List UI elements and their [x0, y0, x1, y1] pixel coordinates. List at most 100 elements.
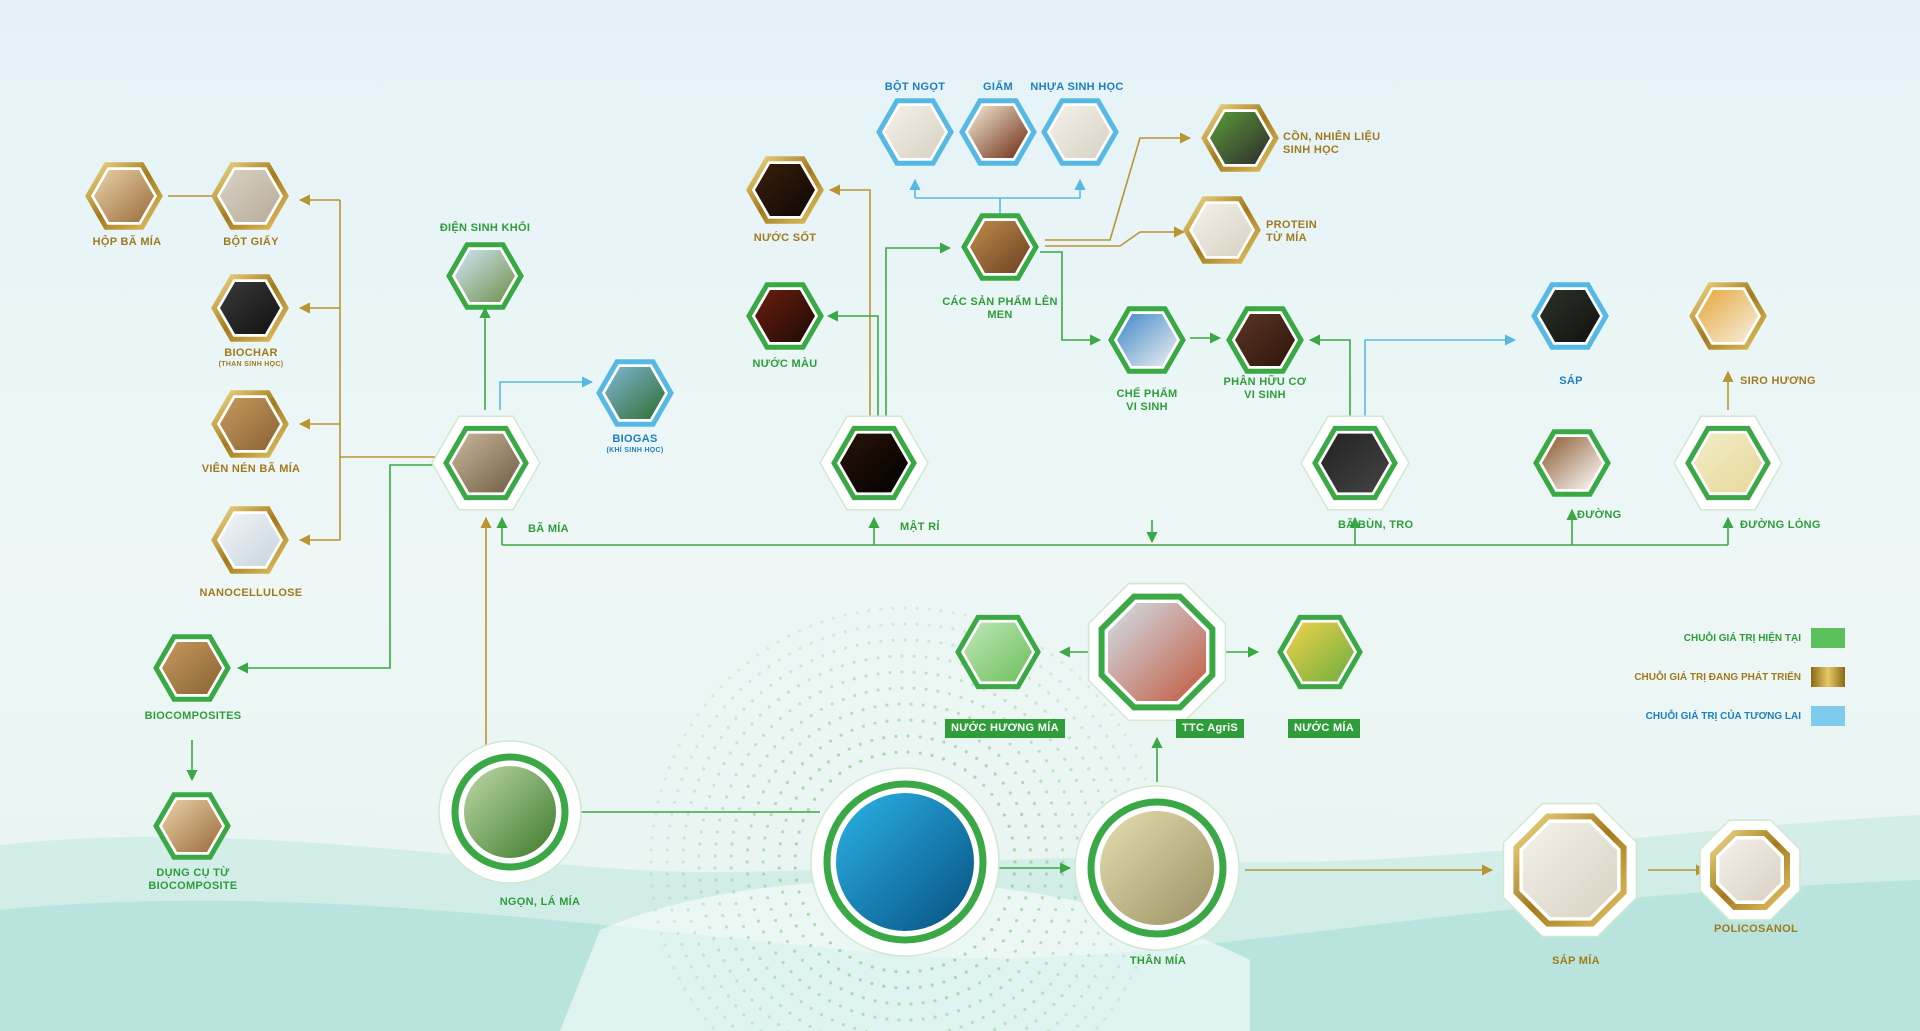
bottle-icon — [755, 290, 815, 342]
node-nanocellulose — [211, 506, 289, 574]
node-dien-sinh-khoi — [446, 242, 524, 310]
charcoal-icon — [220, 282, 280, 334]
connector — [828, 184, 871, 420]
legend-item-developing: CHUỖI GIÁ TRỊ ĐANG PHÁT TRIỂN — [1634, 667, 1845, 687]
node-sap — [1531, 282, 1609, 350]
node-ba-bun — [1300, 415, 1410, 511]
bagasse-icon — [452, 433, 520, 493]
label-phan-huu-co: PHÂN HỮU CƠ VI SINH — [1223, 376, 1307, 401]
node-bot-ngot — [876, 98, 954, 166]
label-con: CỒN, NHIÊN LIỆU SINH HỌC — [1283, 131, 1381, 156]
node-che-pham — [1108, 306, 1186, 374]
node-biogas — [596, 359, 674, 427]
legend-label-current: CHUỖI GIÁ TRỊ HIỆN TẠI — [1683, 632, 1801, 644]
label-duong: ĐƯỜNG — [1577, 509, 1622, 521]
crystal-icon — [220, 514, 280, 566]
node-nuoc-huong-mia — [955, 614, 1041, 690]
node-siro — [1689, 282, 1767, 350]
label-ttc: TTC AgriS — [1176, 719, 1245, 738]
node-protein — [1183, 196, 1261, 264]
connector — [826, 310, 879, 420]
label-dung-cu: DỤNG CỤ TỪ BIOCOMPOSITE — [148, 867, 238, 892]
connector — [885, 242, 952, 420]
node-phan-huu-co — [1226, 306, 1304, 374]
label-ngon-la: NGỌN, LÁ MÍA — [499, 896, 581, 908]
node-duong — [1533, 429, 1611, 497]
label-nuoc-huong-mia: NƯỚC HƯƠNG MÍA — [945, 719, 1065, 738]
label-nuoc-mau: NƯỚC MÀU — [752, 358, 818, 370]
legend-item-current: CHUỖI GIÁ TRỊ HIỆN TẠI — [1684, 628, 1845, 648]
node-biocomposites — [153, 634, 231, 702]
label-vien-nen: VIÊN NÉN BÃ MÍA — [201, 463, 301, 475]
pulp-icon — [220, 170, 280, 222]
node-dung-cu — [153, 792, 231, 860]
wax-icon — [1540, 290, 1600, 342]
label-bot-ngot: BỘT NGỌT — [884, 81, 946, 93]
node-duong-long — [1673, 415, 1783, 511]
biogas-tank-icon — [605, 367, 665, 419]
legend-label-future: CHUỖI GIÁ TRỊ CỦA TƯƠNG LAI — [1645, 710, 1801, 722]
powder-icon — [1050, 106, 1110, 158]
connector — [1045, 132, 1192, 241]
legend-label-developing: CHUỖI GIÁ TRỊ ĐANG PHÁT TRIỂN — [1634, 671, 1801, 683]
label-hop-ba-mia: HỘP BÃ MÍA — [92, 236, 162, 248]
label-biocomposites: BIOCOMPOSITES — [144, 710, 242, 722]
node-giam — [959, 98, 1037, 166]
soil-icon — [1235, 314, 1295, 366]
connector — [1364, 334, 1517, 420]
node-biochar — [211, 274, 289, 342]
powder-icon — [1719, 839, 1781, 901]
label-ba-bun: BÃ BÙN, TRO — [1338, 519, 1414, 531]
connector — [1308, 334, 1351, 420]
fermented-icon — [970, 221, 1030, 273]
label-siro: SIRO HƯƠNG — [1740, 375, 1816, 387]
syrup-jar-icon — [1698, 290, 1758, 342]
label-protein: PROTEIN TỪ MÍA — [1266, 219, 1317, 244]
legend-swatch-future — [1811, 706, 1845, 726]
dotted-halo — [649, 606, 1161, 1031]
power-tower-icon — [455, 250, 515, 302]
label-than-mia: THÂN MÍA — [1129, 955, 1187, 967]
cane-stalk-icon — [1100, 811, 1214, 925]
label-nanocellulose: NANOCELLULOSE — [199, 587, 303, 599]
node-len-men — [961, 213, 1039, 281]
node-nhua-sinh-hoc — [1041, 98, 1119, 166]
label-ba-mia: BÃ MÍA — [528, 523, 569, 535]
legend-swatch-developing — [1811, 667, 1845, 687]
cups-icon — [162, 800, 222, 852]
label-duong-long: ĐƯỜNG LỎNG — [1740, 519, 1821, 531]
node-ttc — [1087, 582, 1227, 722]
sugar-icon — [1542, 437, 1602, 489]
label-dien-sinh-khoi: ĐIỆN SINH KHỐI — [439, 222, 531, 234]
node-vien-nen — [211, 390, 289, 458]
label-policosanol: POLICOSANOL — [1714, 923, 1798, 935]
label-mat-ri: MẬT RỈ — [900, 521, 940, 533]
vinegar-bottles-icon — [968, 106, 1028, 158]
node-nuoc-sot — [746, 156, 824, 224]
node-nuoc-mia — [1277, 614, 1363, 690]
label-sap: SÁP — [1559, 375, 1583, 387]
wave-front — [0, 880, 1920, 1031]
cane-leaves-icon — [464, 766, 556, 858]
factory-icon — [1108, 603, 1206, 701]
sauce-bowl-icon — [755, 164, 815, 216]
connector — [1040, 251, 1102, 346]
node-mat-ri — [819, 415, 929, 511]
label-nuoc-sot: NƯỚC SỐT — [753, 232, 817, 244]
drink-bottles-icon — [964, 622, 1032, 682]
node-nuoc-mau — [746, 282, 824, 350]
label-len-men: CÁC SẢN PHẨM LÊN MEN — [942, 296, 1058, 321]
label-biogas: BIOGAS (KHÍ SINH HỌC) — [606, 433, 664, 454]
connector — [499, 376, 594, 410]
node-cane-plant — [810, 767, 1000, 957]
legend-item-future: CHUỖI GIÁ TRỊ CỦA TƯƠNG LAI — [1646, 706, 1845, 726]
powder-icon — [885, 106, 945, 158]
ash-icon — [1321, 433, 1389, 493]
label-che-pham: CHẾ PHẨM VI SINH — [1116, 388, 1178, 413]
connector — [1045, 226, 1186, 247]
label-giam: GIẤM — [983, 81, 1013, 93]
liquid-sugar-icon — [1694, 433, 1762, 493]
node-bot-giay — [211, 162, 289, 230]
